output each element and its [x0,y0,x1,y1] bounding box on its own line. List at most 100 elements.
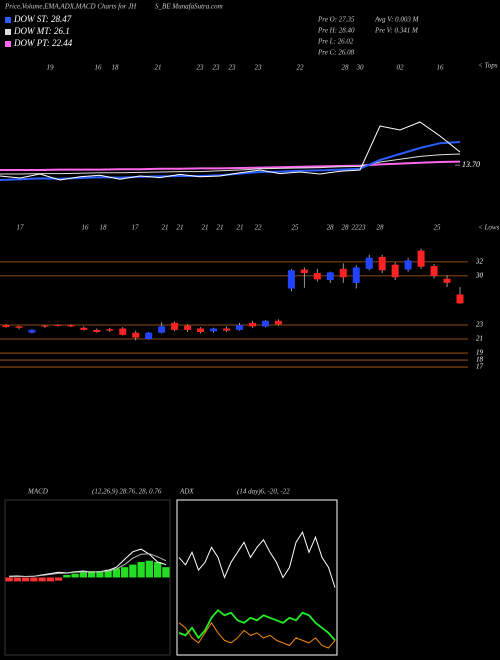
candle-body [287,270,295,289]
histogram-bar [104,569,112,578]
top-label: 16 [95,64,103,72]
line-series [9,553,167,578]
y-tick-label: 23 [476,321,484,329]
candle-body [313,273,321,280]
panel-subtitle: (12,26,9) 28.76, 28, 0.76 [92,488,162,496]
candle-body [235,324,243,330]
bottom-label: 21 [237,224,244,232]
bottom-label: 21 [202,224,209,232]
stat: Avg V: 0.003 M [374,16,420,24]
candle-body [184,325,192,330]
line-series [0,121,461,181]
candle-body [119,328,127,335]
histogram-bar [30,577,38,582]
y-tick-label: 21 [476,335,483,343]
stat: Pre V: 0.341 M [374,27,419,35]
candle-body [106,329,114,331]
y-tick-label: 19 [476,349,484,357]
bottom-label: 17 [132,224,140,232]
histogram-bar [88,571,96,578]
histogram-bar [96,571,104,578]
top-label: 19 [47,64,55,72]
line-series [178,608,336,641]
candle-body [300,269,308,274]
histogram-bar [145,560,153,578]
histogram-bar [13,577,21,582]
histogram-bar [63,574,71,578]
histogram-bar [55,577,63,581]
adx-panel [176,499,338,656]
histogram-bar [38,577,46,582]
candle-body [430,266,438,276]
panel-title: ADX [179,488,194,496]
y-tick-label: 32 [475,257,484,265]
top-label: 02 [397,64,405,72]
bottom-label: 23 [359,224,367,232]
lows-label: < Lows [478,224,500,232]
histogram-bar [162,567,170,578]
top-label: 23 [229,64,237,72]
bottom-label: 28 [342,224,350,232]
stat: Pre C: 26.08 [317,49,355,57]
stat: Pre O: 27.35 [317,16,355,24]
candle-body [2,324,10,328]
y-tick-label: 13.70 [462,160,480,169]
candle-body [326,272,334,281]
tops-label: < Tops [478,62,498,70]
histogram-bar [71,573,79,578]
histogram-bar [121,567,129,578]
top-label: 30 [356,64,365,72]
candle-body [223,328,231,331]
candle-body [54,324,62,326]
candle-body [41,325,49,327]
bottom-label: 22 [352,224,360,232]
subtitle: S_BE MunafaSutra.com [155,3,223,11]
candle-body [80,327,88,330]
y-tick-label: 30 [475,271,484,279]
histogram-bar [22,577,30,582]
candle-body [339,268,347,278]
top-label: 16 [437,64,445,72]
candle-body [171,322,179,330]
top-label: 23 [197,64,205,72]
bottom-label: 22 [255,224,263,232]
top-label: 21 [155,64,162,72]
candle-body [456,294,464,304]
candle-body [28,329,36,333]
legend-label: DOW MT: 26.1 [13,26,70,36]
bottom-label: 25 [434,224,442,232]
top-label: 22 [297,64,305,72]
candle-body [15,326,23,328]
candle-body [404,260,412,270]
top-label: 23 [255,64,263,72]
legend-swatch [5,29,11,35]
candle-body [93,329,101,332]
histogram-bar [46,577,54,582]
candle-body [248,322,256,327]
bottom-label: 28 [377,224,385,232]
stat: Pre L: 26.02 [317,38,354,46]
candle-body [352,267,360,283]
candle-body [67,324,75,327]
line-series [178,621,336,649]
bottom-label: 18 [100,224,108,232]
histogram-bar [129,564,137,578]
candle-body [417,250,425,267]
candle-body [145,332,153,340]
bottom-label: 28 [327,224,335,232]
candle-body [210,328,218,332]
histogram-bar [5,577,13,582]
legend-swatch [5,17,11,23]
candle-body [365,257,373,269]
panel-title: MACD [27,488,48,496]
candle-body [391,264,399,278]
bottom-label: 21 [217,224,224,232]
line-series [0,160,461,171]
candle-body [158,326,166,333]
bottom-label: 17 [17,224,25,232]
bottom-label: 16 [82,224,90,232]
candle-body [132,332,140,338]
top-label: 18 [112,64,120,72]
